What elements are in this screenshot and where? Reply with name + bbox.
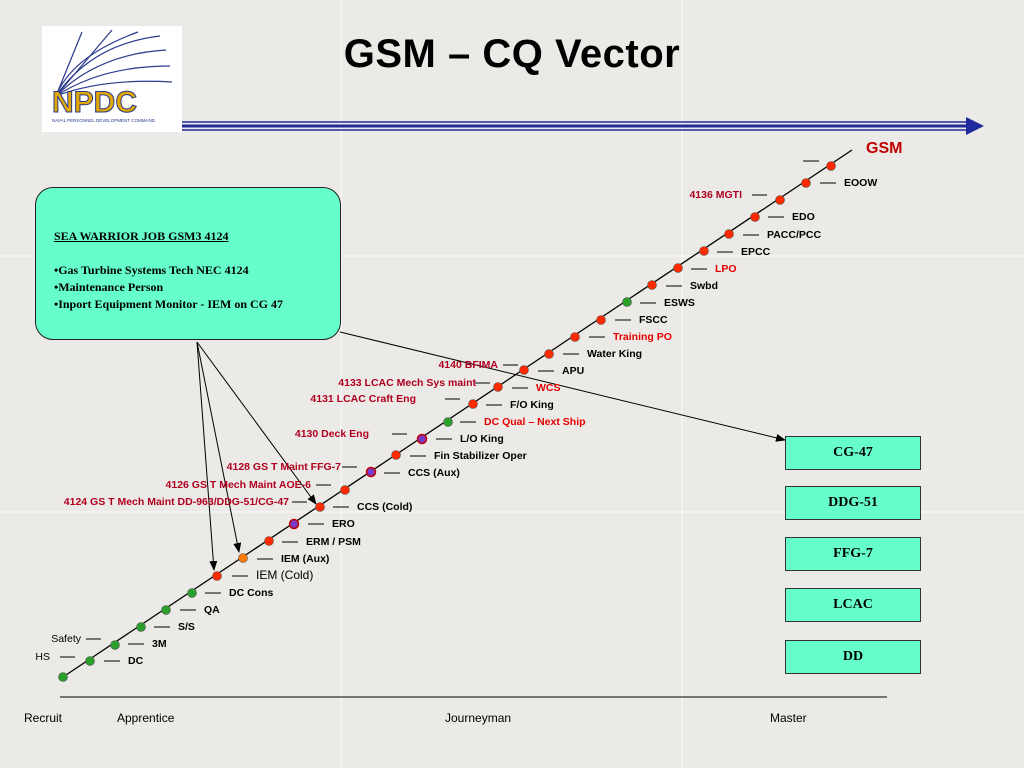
- right-label: ESWS: [664, 297, 695, 309]
- vector-dot: [519, 365, 529, 375]
- vector-dot: [570, 332, 580, 342]
- vector-dot: [315, 502, 325, 512]
- vector-dot: [544, 349, 554, 359]
- vector-dot: [699, 246, 709, 256]
- vector-dot: [775, 195, 785, 205]
- right-label: ERO: [332, 518, 355, 530]
- right-label: EOOW: [844, 177, 877, 189]
- ship-box-lcac: LCAC: [785, 588, 921, 622]
- page-title: GSM – CQ Vector: [343, 32, 681, 76]
- right-label: WCS: [536, 382, 561, 394]
- vector-dot: [161, 605, 171, 615]
- right-labels: DC 3M S/S QA DC Cons IEM (Cold) IEM (Aux) ERM /…: [104, 160, 877, 667]
- info-line-iem: •Inport Equipment Monitor - IEM on CG 47: [54, 297, 284, 311]
- vector-dot: [468, 399, 478, 409]
- info-line-nec: •Gas Turbine Systems Tech NEC 4124: [54, 263, 249, 277]
- right-label: ERM / PSM: [306, 536, 361, 548]
- npdc-logo: NPDC NAVAL PERSONNEL DEVELOPMENT COMMAND: [42, 26, 182, 132]
- level-master: Master: [770, 711, 807, 725]
- vector-dot: [187, 588, 197, 598]
- vector-dot: [622, 297, 632, 307]
- right-label: F/O King: [510, 399, 554, 411]
- vector-dot: [826, 161, 836, 171]
- vector-dot: [416, 433, 428, 445]
- left-label: Safety: [51, 633, 82, 645]
- level-journeyman: Journeyman: [445, 711, 511, 725]
- left-label: 4130 Deck Eng: [295, 428, 369, 440]
- left-label: 4136 MGTI: [689, 189, 742, 201]
- vector-dots: [58, 161, 836, 682]
- right-label: L/O King: [460, 433, 504, 445]
- right-label: QA: [204, 604, 220, 616]
- right-label: 3M: [152, 638, 167, 650]
- vector-dot: [647, 280, 657, 290]
- vector-dot: [264, 536, 274, 546]
- right-label: EPCC: [741, 246, 771, 258]
- vector-dot: [136, 622, 146, 632]
- level-recruit: Recruit: [24, 711, 63, 725]
- vector-dot: [110, 640, 120, 650]
- vector-dot: [340, 485, 350, 495]
- job-title: SEA WARRIOR JOB GSM3 4124: [54, 229, 229, 243]
- left-label: 4131 LCAC Craft Eng: [310, 393, 416, 405]
- right-label: Water King: [587, 348, 642, 360]
- left-label: 4126 GS T Mech Maint AOE-6: [166, 479, 312, 491]
- vector-dot: [724, 229, 734, 239]
- right-label: CCS (Aux): [408, 467, 460, 479]
- ship-box-dd: DD: [785, 640, 921, 674]
- svg-text:NAVAL PERSONNEL DEVELOPMENT CO: NAVAL PERSONNEL DEVELOPMENT COMMAND: [52, 118, 156, 123]
- vector-dot: [443, 417, 453, 427]
- career-vector-line: [62, 149, 853, 678]
- right-label: DC Cons: [229, 587, 273, 599]
- left-label: 4140 BFIMA: [438, 359, 498, 371]
- right-label: CCS (Cold): [357, 501, 412, 513]
- left-label: 4133 LCAC Mech Sys maint: [338, 377, 476, 389]
- job-info-box: SEA WARRIOR JOB GSM3 4124 •Gas Turbine S…: [35, 187, 341, 340]
- vector-dot: [58, 672, 68, 682]
- info-line-role: •Maintenance Person: [54, 280, 164, 294]
- right-label: LPO: [715, 263, 737, 275]
- vector-dot: [596, 315, 606, 325]
- right-label: IEM (Aux): [281, 553, 329, 565]
- right-label: S/S: [178, 621, 195, 633]
- vector-dot: [801, 178, 811, 188]
- vector-dot: [750, 212, 760, 222]
- right-label: APU: [562, 365, 584, 377]
- vector-dot: [493, 382, 503, 392]
- vector-dot: [238, 553, 248, 563]
- right-label: Swbd: [690, 280, 718, 292]
- left-label: HS: [35, 651, 50, 663]
- right-label: FSCC: [639, 314, 668, 326]
- svg-text:NPDC: NPDC: [52, 86, 137, 119]
- level-apprentice: Apprentice: [117, 711, 175, 725]
- right-label: Fin Stabilizer Oper: [434, 450, 527, 462]
- info-box-arrows: [196, 331, 786, 571]
- right-label: Training PO: [613, 331, 672, 343]
- right-label: IEM (Cold): [256, 568, 313, 582]
- left-label: 4128 GS T Maint FFG-7: [227, 461, 342, 473]
- right-label: DC: [128, 655, 144, 667]
- vector-dot: [288, 518, 300, 530]
- vector-dot: [391, 450, 401, 460]
- gsm-label: GSM: [866, 140, 902, 157]
- ship-box-cg47: CG-47: [785, 436, 921, 470]
- ship-box-ffg7: FFG-7: [785, 537, 921, 571]
- vector-dot: [85, 656, 95, 666]
- header-rule: [182, 117, 984, 135]
- vector-dot: [212, 571, 222, 581]
- right-label: DC Qual – Next Ship: [484, 416, 586, 428]
- vector-dot: [365, 466, 377, 478]
- right-label: PACC/PCC: [767, 229, 821, 241]
- left-label: 4124 GS T Mech Maint DD-963/DDG-51/CG-47: [64, 496, 289, 508]
- vector-dot: [673, 263, 683, 273]
- ship-box-ddg51: DDG-51: [785, 486, 921, 520]
- right-label: EDO: [792, 211, 815, 223]
